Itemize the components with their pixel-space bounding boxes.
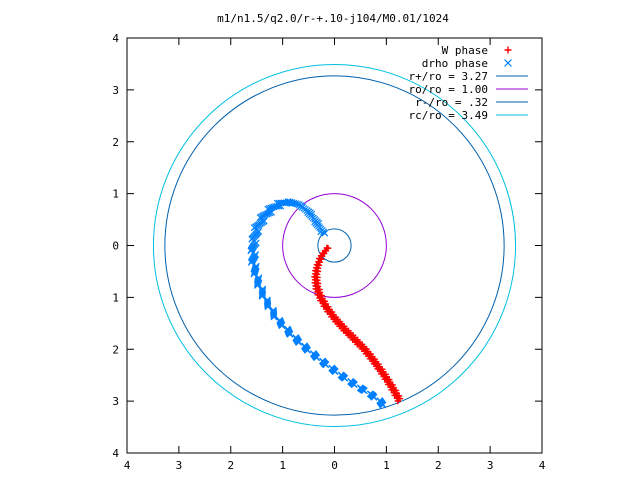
drho-phase-point (295, 339, 303, 346)
legend-label: rc/ro = 3.49 (409, 109, 488, 122)
legend-label: drho phase (422, 57, 488, 70)
y-tick-label: 1 (112, 291, 119, 304)
drho-phase-point (278, 322, 286, 330)
x-tick-label: 3 (176, 459, 183, 472)
drho-phase-point (341, 374, 349, 382)
drho-phase-point (322, 361, 330, 369)
w-phase-point (394, 397, 402, 405)
legend-swatch-w-phase (504, 46, 512, 54)
x-tick-label: 1 (383, 459, 390, 472)
drho-phase-point (264, 303, 272, 311)
circle-r-plus (164, 75, 505, 416)
x-tick-label: 0 (331, 459, 338, 472)
x-tick-label: 4 (124, 459, 131, 472)
drho-phase-point (313, 354, 321, 362)
circle-rc (152, 63, 517, 428)
x-tick-label: 1 (279, 459, 286, 472)
data-layer (152, 63, 517, 428)
x-tick-label: 2 (227, 459, 234, 472)
drho-phase-point (331, 368, 339, 376)
y-tick-label: 1 (112, 188, 119, 201)
legend-label: ro/ro = 1.00 (409, 83, 488, 96)
circle-r-minus (317, 228, 352, 263)
drho-phase-point (350, 381, 358, 389)
x-tick-label: 2 (435, 459, 442, 472)
chart-title: m1/n1.5/q2.0/r-+.10-j104/M0.01/1024 (217, 12, 449, 25)
y-tick-label: 2 (112, 343, 119, 356)
y-tick-label: 3 (112, 395, 119, 408)
legend-label: r+/ro = 3.27 (409, 70, 488, 83)
drho-phase-point (304, 346, 312, 354)
drho-phase-point (270, 313, 278, 321)
drho-phase-point (360, 387, 368, 395)
y-tick-label: 0 (112, 240, 119, 253)
drho-phase-series (247, 197, 387, 409)
drho-phase-point (286, 330, 294, 338)
legend-label: r-/ro = .32 (415, 96, 488, 109)
legend-swatch-drho-phase (504, 59, 512, 67)
legend-label: W phase (442, 44, 488, 57)
y-tick-label: 4 (112, 32, 119, 45)
x-tick-label: 3 (487, 459, 494, 472)
x-tick-label: 4 (539, 459, 546, 472)
y-tick-label: 3 (112, 84, 119, 97)
y-tick-label: 2 (112, 136, 119, 149)
drho-phase-point (379, 401, 387, 409)
w-phase-series (311, 244, 404, 405)
drho-phase-point (370, 393, 378, 401)
circle-ro (282, 193, 387, 298)
y-tick-label: 4 (112, 447, 119, 460)
